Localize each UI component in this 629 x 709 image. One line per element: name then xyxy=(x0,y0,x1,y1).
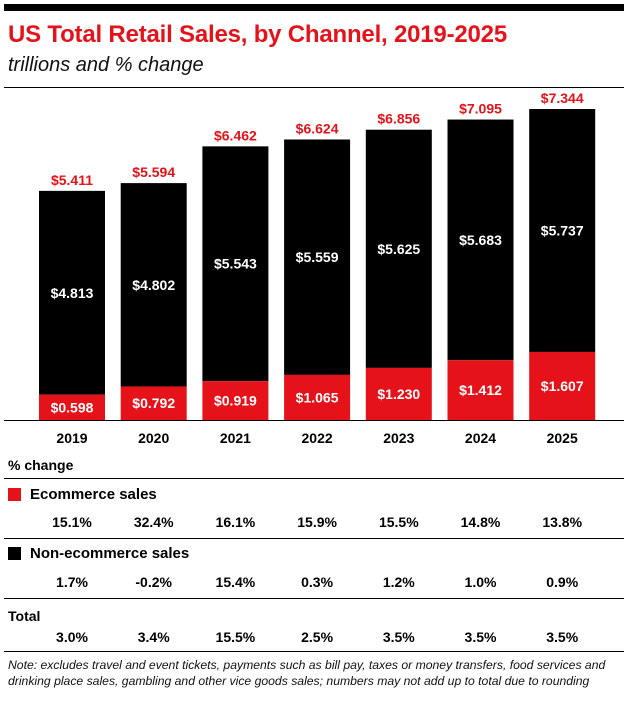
nonecommerce-pct-row: 1.7% -0.2% 15.4% 0.3% 1.2% 1.0% 0.9% xyxy=(0,574,629,592)
bar-nonecommerce xyxy=(529,109,596,352)
x-tick-label: 2022 xyxy=(302,430,333,446)
x-tick-label: 2020 xyxy=(138,430,169,446)
label-nonecommerce: $5.625 xyxy=(377,241,420,257)
stacked-bar-chart: $0.598 $4.813 $5.411 2019 $0.792 $4.802 $5.594… xyxy=(4,90,624,446)
header-divider xyxy=(4,87,624,88)
label-total: $7.095 xyxy=(459,101,502,117)
total-pct-value: 3.5% xyxy=(546,629,579,645)
nonecommerce-pct-value: 1.2% xyxy=(382,574,415,590)
label-total: $6.856 xyxy=(377,111,420,127)
footnote: Note: excludes travel and event tickets,… xyxy=(8,658,606,688)
chart-title: US Total Retail Sales, by Channel, 2019-… xyxy=(8,21,507,48)
pct-divider-3 xyxy=(4,598,624,599)
label-ecommerce: $1.065 xyxy=(296,389,339,405)
label-total: $7.344 xyxy=(541,90,584,106)
label-total: $5.594 xyxy=(132,164,175,180)
bar-nonecommerce xyxy=(365,129,432,368)
label-ecommerce: $0.792 xyxy=(132,395,175,411)
bar-nonecommerce xyxy=(39,190,105,395)
total-pct-value: 2.5% xyxy=(301,629,334,645)
total-pct-value: 3.5% xyxy=(464,629,497,645)
ecommerce-pct-value: 16.1% xyxy=(215,514,256,530)
total-pct-value: 3.5% xyxy=(382,629,415,645)
ecommerce-pct-value: 32.4% xyxy=(133,514,174,530)
total-pct-value: 3.0% xyxy=(56,629,88,645)
x-tick-label: 2025 xyxy=(547,430,578,446)
label-nonecommerce: $5.737 xyxy=(541,222,584,238)
pct-change-heading: % change xyxy=(8,457,74,473)
ecommerce-pct-value: 15.9% xyxy=(297,514,337,530)
label-nonecommerce: $4.813 xyxy=(51,285,94,301)
legend-nonecommerce: Non-ecommerce sales xyxy=(8,545,189,562)
x-tick-label: 2024 xyxy=(465,430,496,446)
bar-ecommerce xyxy=(529,351,596,420)
bar-ecommerce xyxy=(39,394,105,420)
ecommerce-pct-row: 15.1% 32.4% 16.1% 15.9% 15.5% 14.8% 13.8% xyxy=(0,514,629,532)
chart-subtitle: trillions and % change xyxy=(8,54,204,76)
total-pct-value: 15.5% xyxy=(215,629,256,645)
legend-nonecommerce-label: Non-ecommerce sales xyxy=(30,545,190,562)
nonecommerce-pct-value: -0.2% xyxy=(135,574,172,590)
nonecommerce-pct-value: 0.3% xyxy=(301,574,334,590)
bar-nonecommerce xyxy=(284,139,351,375)
nonecommerce-pct-value: 15.4% xyxy=(215,574,256,590)
total-pct-row: 3.0% 3.4% 15.5% 2.5% 3.5% 3.5% 3.5% xyxy=(0,629,629,647)
label-total: $5.411 xyxy=(51,172,93,188)
label-nonecommerce: $4.802 xyxy=(132,277,175,293)
legend-ecommerce: Ecommerce sales xyxy=(8,486,157,503)
label-total: $6.462 xyxy=(214,127,257,143)
note-divider xyxy=(4,651,624,652)
label-total: $6.624 xyxy=(296,120,339,136)
pct-divider-1 xyxy=(4,478,624,479)
bar-ecommerce xyxy=(447,360,514,420)
pct-divider-2 xyxy=(4,538,624,539)
label-ecommerce: $1.230 xyxy=(377,386,420,402)
bar-ecommerce xyxy=(365,367,432,420)
bar-ecommerce xyxy=(120,386,187,420)
total-pct-value: 3.4% xyxy=(137,629,170,645)
nonecommerce-pct-value: 1.0% xyxy=(464,574,497,590)
label-ecommerce: $1.412 xyxy=(459,382,502,398)
bar-nonecommerce xyxy=(120,183,187,387)
x-tick-label: 2019 xyxy=(56,430,87,446)
ecommerce-pct-value: 13.8% xyxy=(542,514,583,530)
label-nonecommerce: $5.683 xyxy=(459,232,502,248)
label-ecommerce: $0.598 xyxy=(51,399,94,415)
bar-ecommerce xyxy=(202,381,269,420)
x-tick-label: 2021 xyxy=(220,430,251,446)
nonecommerce-swatch xyxy=(8,547,21,560)
bar-nonecommerce xyxy=(447,119,514,361)
x-tick-label: 2023 xyxy=(383,430,414,446)
ecommerce-swatch xyxy=(8,488,21,501)
header-bar xyxy=(4,4,624,11)
ecommerce-pct-value: 14.8% xyxy=(460,514,501,530)
label-nonecommerce: $5.543 xyxy=(214,256,257,272)
total-label: Total xyxy=(8,608,41,624)
nonecommerce-pct-value: 0.9% xyxy=(546,574,579,590)
label-ecommerce: $0.919 xyxy=(214,393,257,409)
bar-ecommerce xyxy=(284,374,351,420)
nonecommerce-pct-value: 1.7% xyxy=(56,574,88,590)
bar-nonecommerce xyxy=(202,146,269,382)
label-nonecommerce: $5.559 xyxy=(296,249,339,265)
label-ecommerce: $1.607 xyxy=(541,378,584,394)
ecommerce-pct-value: 15.5% xyxy=(378,514,419,530)
ecommerce-pct-value: 15.1% xyxy=(52,514,92,530)
legend-ecommerce-label: Ecommerce sales xyxy=(30,486,157,503)
